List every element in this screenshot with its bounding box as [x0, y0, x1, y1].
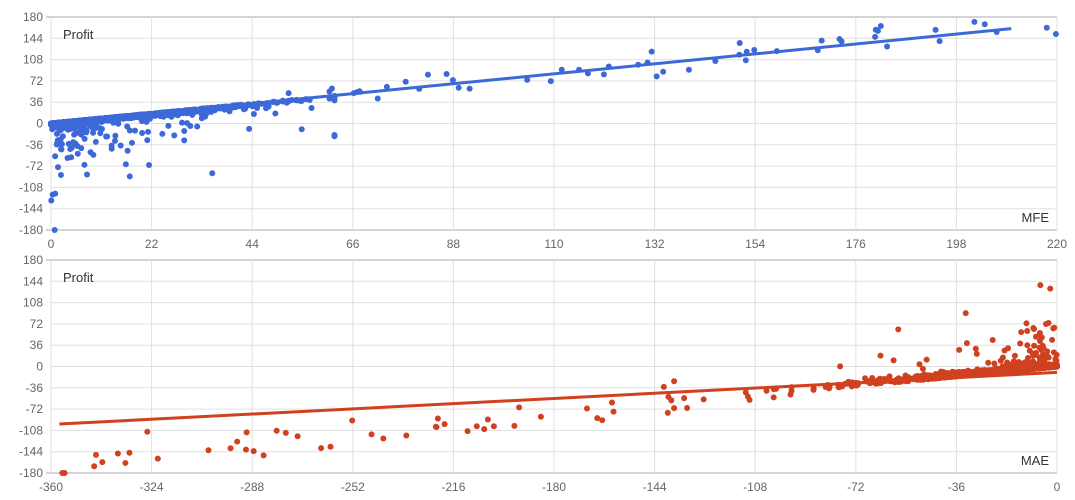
svg-text:-108: -108 [743, 480, 767, 494]
svg-text:108: 108 [23, 296, 43, 310]
svg-text:-144: -144 [19, 445, 43, 459]
svg-text:Profit: Profit [63, 270, 94, 285]
svg-text:-144: -144 [19, 202, 43, 216]
svg-text:-36: -36 [26, 138, 44, 152]
svg-text:0: 0 [36, 360, 43, 374]
svg-text:220: 220 [1047, 237, 1067, 251]
svg-text:-72: -72 [26, 402, 44, 416]
svg-text:144: 144 [23, 31, 43, 45]
svg-text:176: 176 [846, 237, 866, 251]
svg-text:72: 72 [30, 74, 44, 88]
svg-text:180: 180 [23, 10, 43, 24]
svg-text:-180: -180 [19, 223, 43, 237]
svg-text:-144: -144 [643, 480, 667, 494]
svg-text:-36: -36 [948, 480, 966, 494]
svg-text:36: 36 [30, 338, 44, 352]
svg-text:Profit: Profit [63, 27, 94, 42]
svg-text:MAE: MAE [1021, 453, 1050, 468]
svg-text:0: 0 [36, 117, 43, 131]
svg-text:88: 88 [447, 237, 461, 251]
svg-text:-324: -324 [140, 480, 164, 494]
svg-text:180: 180 [23, 253, 43, 267]
svg-text:-360: -360 [39, 480, 63, 494]
svg-text:0: 0 [1054, 480, 1061, 494]
svg-text:0: 0 [48, 237, 55, 251]
svg-text:154: 154 [745, 237, 765, 251]
svg-text:108: 108 [23, 53, 43, 67]
svg-text:36: 36 [30, 95, 44, 109]
svg-text:132: 132 [645, 237, 665, 251]
svg-text:22: 22 [145, 237, 159, 251]
svg-text:-180: -180 [19, 466, 43, 480]
svg-text:-288: -288 [240, 480, 264, 494]
svg-text:110: 110 [544, 237, 563, 251]
svg-text:-72: -72 [847, 480, 865, 494]
svg-text:198: 198 [946, 237, 966, 251]
svg-text:44: 44 [246, 237, 260, 251]
svg-text:-252: -252 [341, 480, 365, 494]
svg-text:72: 72 [30, 317, 44, 331]
svg-text:-216: -216 [441, 480, 465, 494]
svg-text:-108: -108 [19, 180, 43, 194]
svg-text:-36: -36 [26, 381, 44, 395]
svg-text:66: 66 [346, 237, 360, 251]
svg-text:-180: -180 [542, 480, 566, 494]
svg-text:-108: -108 [19, 423, 43, 437]
svg-text:144: 144 [23, 274, 43, 288]
svg-text:MFE: MFE [1022, 210, 1050, 225]
svg-text:-72: -72 [26, 159, 44, 173]
